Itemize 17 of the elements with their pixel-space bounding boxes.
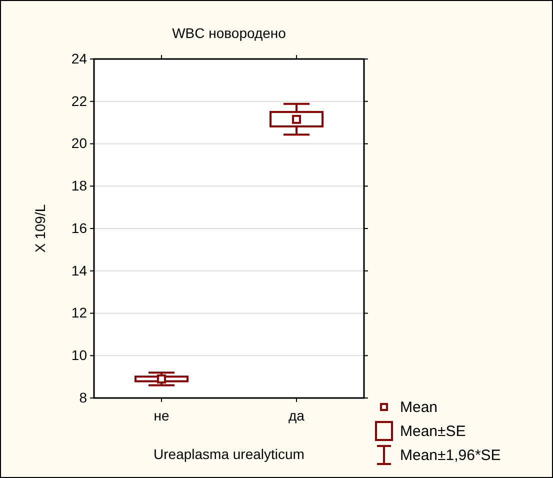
y-tick-label: 20 — [71, 135, 88, 152]
chart-title: WBC новородено — [172, 25, 286, 41]
y-tick-label: 24 — [71, 50, 88, 66]
x-tick-label: да — [288, 407, 305, 424]
y-axis-title: X 109/L — [32, 204, 48, 253]
text: Mean±1,96*SE — [400, 447, 501, 464]
x-axis-title: Ureaplasma urealyticum — [154, 446, 304, 462]
y-tick-label: 8 — [79, 389, 88, 406]
text: Mean±SE — [400, 423, 466, 440]
y-tick-label: 16 — [71, 220, 88, 236]
x-tick-label: не — [154, 407, 170, 424]
y-tick-label: 22 — [71, 92, 88, 109]
y-tick-label: 12 — [71, 304, 88, 321]
y-tick-label: 18 — [71, 178, 88, 194]
y-tick-label: 14 — [71, 262, 88, 278]
text: Mean — [400, 399, 438, 416]
y-tick-label: 10 — [71, 347, 88, 364]
